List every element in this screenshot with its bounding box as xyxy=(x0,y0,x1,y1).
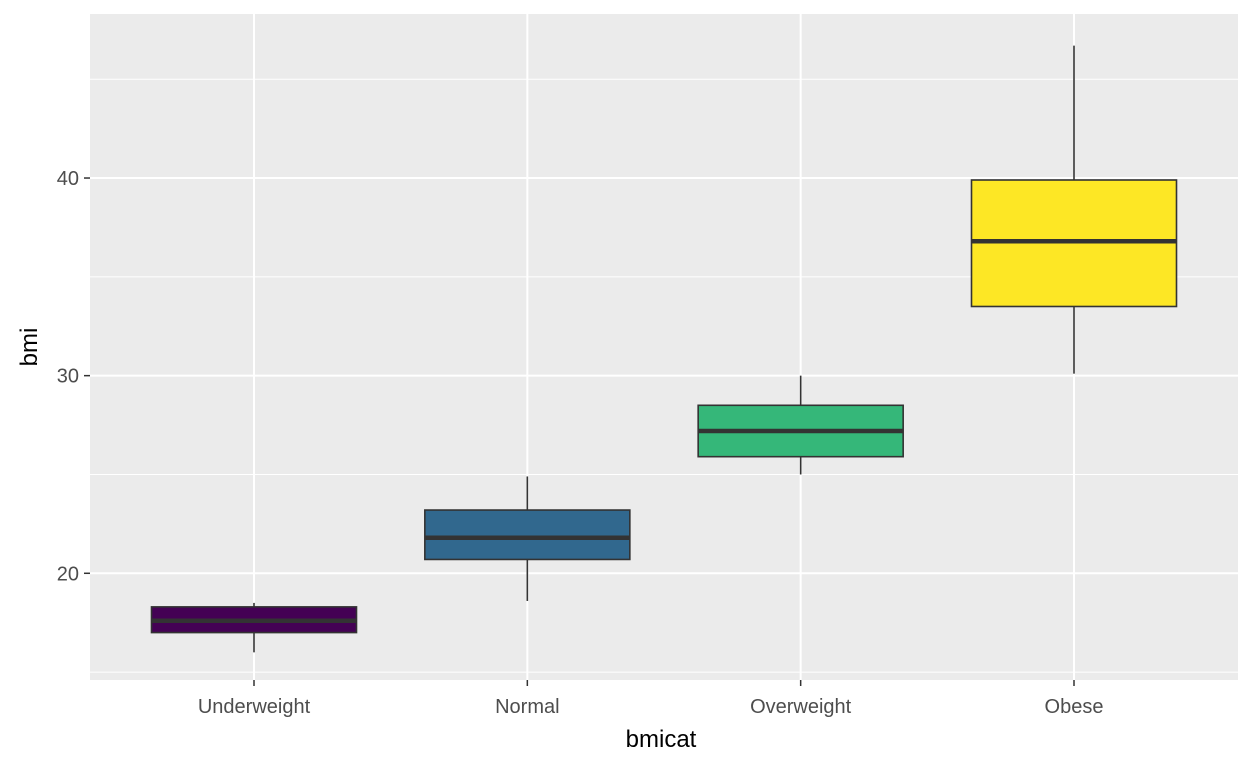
x-tick-label: Underweight xyxy=(198,696,311,718)
y-tick-label: 30 xyxy=(57,366,79,388)
minor-gridlines xyxy=(90,78,1238,673)
y-tick-label: 40 xyxy=(57,168,79,190)
boxes-layer xyxy=(150,45,1178,653)
y-tick-label: 20 xyxy=(57,563,79,585)
x-axis-title: bmicat xyxy=(626,726,697,753)
x-tick-label: Overweight xyxy=(750,696,852,718)
box-underweight xyxy=(150,602,358,653)
x-axis: Underweight Normal Overweight Obese xyxy=(198,680,1104,718)
box-overweight xyxy=(697,375,904,475)
box-normal xyxy=(424,476,631,601)
box-obese xyxy=(970,45,1178,374)
box-iqr xyxy=(424,509,631,561)
x-tick-label: Normal xyxy=(495,696,559,718)
plot-panel xyxy=(90,14,1238,680)
y-axis-title: bmi xyxy=(16,328,43,367)
x-tick-label: Obese xyxy=(1045,696,1104,718)
y-axis: 20 30 40 xyxy=(57,168,90,585)
